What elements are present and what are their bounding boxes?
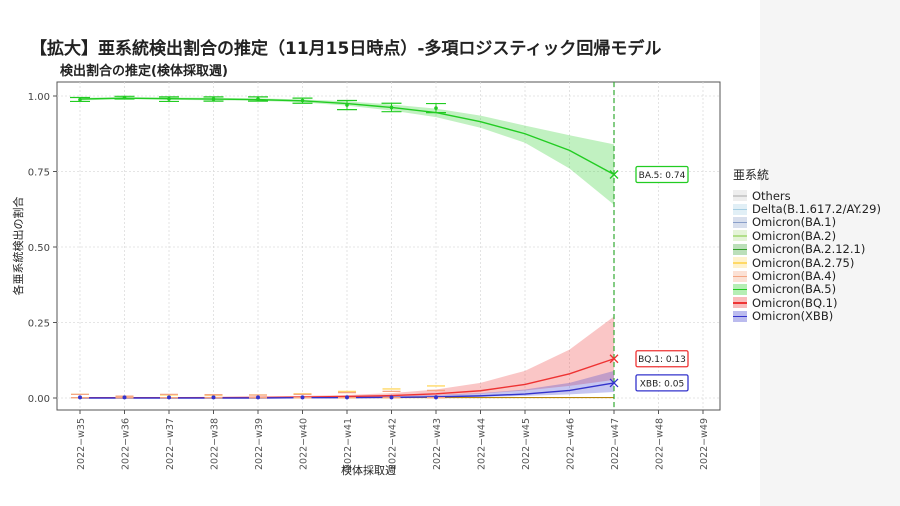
legend-key [733,243,747,255]
data-point [434,106,438,110]
plot-panel [56,81,721,411]
legend-item: Omicron(BA.4) [733,269,881,284]
observation-Omicron(BA.5) [248,96,268,102]
end-label-Omicron(XBB): XBB: 0.05 [640,379,684,389]
data-point [300,98,305,103]
observation-Omicron(BA.5) [114,95,135,100]
legend-key [733,230,747,242]
legend-item: Omicron(BA.5) [733,282,881,297]
chart-subtitle: 検出割合の推定(検体採取週) [60,64,228,79]
legend-label: Omicron(BA.2.75) [752,255,855,270]
endpoint-marker-Omicron(BA.5) [609,170,619,179]
end-label-Omicron(BQ.1): BQ.1: 0.13 [638,355,686,365]
x-tick-label: 2022−w36 [121,418,132,470]
xbb-observation [389,395,394,400]
xbb-observation [256,395,260,400]
legend-key [733,310,747,322]
end-label-box-Omicron(XBB) [635,374,689,392]
legend-label: Omicron(BA.2) [752,228,837,243]
observation-Omicron(BA.5) [70,96,90,103]
x-tick-label: 2022−w38 [210,418,221,470]
observation-Omicron(BA.5) [292,97,313,104]
right-margin-strip [760,0,900,506]
x-tick-label: 2022−w46 [566,418,577,470]
legend-item: Omicron(BA.2.75) [733,255,881,270]
legend-label: Delta(B.1.617.2/AY.29) [752,202,881,217]
legend-key [733,283,747,295]
data-point [256,97,260,101]
x-tick-label: 2022−w45 [521,418,532,470]
legend-item: Omicron(BA.2.12.1) [733,242,881,257]
x-tick-label: 2022−w35 [76,418,87,470]
legend-key [733,270,747,282]
x-tick-label: 2022−w47 [610,418,621,470]
y-tick-label: 0.50 [28,243,50,254]
endpoint-marker-Omicron(BQ.1) [609,354,619,364]
legend-title: 亜系統 [733,168,770,182]
legend-item: Omicron(BA.1) [733,215,881,230]
observation-Omicron(BA.5) [203,96,224,102]
legend-label: Others [752,188,791,203]
observation-Omicron(BA.5) [337,99,357,111]
legend: 亜系統 Others Delta(B.1.617.2/AY.29) Omicron(… [733,166,881,323]
x-tick-label: 2022−w43 [432,418,443,470]
observation-Omicron(BA.5) [159,96,179,103]
x-axis-label: 検体採取週 [341,463,396,477]
xbb-observation [167,395,171,400]
x-tick-label: 2022−w39 [254,418,265,470]
legend-item: Others [733,188,881,203]
xbb-observation [345,395,349,400]
legend-key [733,190,747,202]
data-point [122,95,127,100]
xbb-observation [300,395,305,400]
legend-item: Omicron(BQ.1) [733,295,881,310]
data-point [78,97,82,102]
x-tick-label: 2022−w44 [477,418,488,470]
xbb-observation [122,395,127,400]
legend-key [733,297,747,309]
x-tick-label: 2022−w48 [655,418,666,470]
legend-label: Omicron(XBB) [752,309,834,324]
xbb-observation [78,395,82,400]
endpoint-marker-Omicron(XBB) [609,378,619,388]
legend-item: Delta(B.1.617.2/AY.29) [733,202,881,217]
legend-label: Omicron(BA.4) [752,269,837,284]
x-tick-label: 2022−w41 [343,418,354,470]
legend-key [733,257,747,269]
legend-key [733,203,747,215]
y-tick-label: 0.00 [28,394,50,405]
x-tick-label: 2022−w37 [165,418,176,470]
data-point [345,103,349,107]
end-label-Omicron(BA.5): BA.5: 0.74 [639,171,686,181]
data-point [389,105,394,110]
ribbon-Omicron(BA.5) [80,97,614,205]
data-point [211,97,216,101]
data-point [167,97,171,101]
legend-label: Omicron(BA.2.12.1) [752,242,866,257]
observation-Omicron(BA.5) [426,102,446,114]
y-tick-label: 1.00 [28,92,50,103]
end-label-box-Omicron(BQ.1) [635,350,689,368]
y-axis-label: 各亜系統検出の割合 [11,197,25,296]
observation-Omicron(BA.5) [381,102,402,113]
xbb-observation [211,395,216,400]
legend-label: Omicron(BA.5) [752,282,837,297]
x-tick-label: 2022−w40 [299,418,310,470]
x-tick-label: 2022−w49 [699,418,710,470]
x-tick-label: 2022−w42 [388,418,399,470]
legend-label: Omicron(BA.1) [752,215,837,230]
legend-item: Omicron(BA.2) [733,228,881,243]
chart-title: 【拡大】亜系統検出割合の推定（11月15日時点）-多項ロジスティック回帰モデル [30,39,662,59]
end-label-box-Omicron(BA.5) [635,165,689,184]
legend-label: Omicron(BQ.1) [752,295,838,310]
legend-key [733,216,747,228]
legend-item: Omicron(XBB) [733,309,881,324]
y-tick-label: 0.25 [28,319,50,330]
xbb-observation [434,395,438,400]
y-tick-label: 0.75 [28,168,50,179]
